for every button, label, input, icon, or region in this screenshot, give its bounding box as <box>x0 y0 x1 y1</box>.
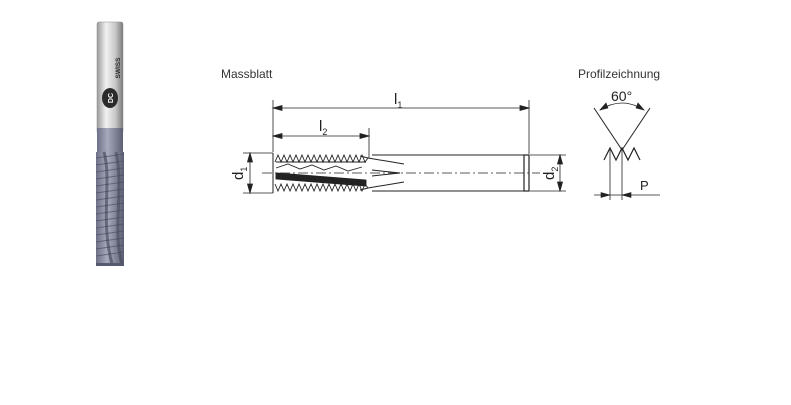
l2-label: l2 <box>319 118 327 137</box>
pitch-label: P <box>640 178 649 193</box>
profile-drawing <box>593 102 660 200</box>
product-photo: DC SWISS <box>95 21 125 266</box>
dimension-l2 <box>271 128 371 158</box>
thread-teeth-lower <box>274 172 369 193</box>
dimension-d2 <box>530 153 566 193</box>
d1-label: d1 <box>230 167 249 180</box>
angle-label: 60° <box>611 88 632 104</box>
svg-text:SWISS: SWISS <box>115 57 122 79</box>
thread-teeth-upper <box>274 153 369 172</box>
dc-swiss-logo: DC SWISS <box>102 57 122 108</box>
dimension-l1 <box>271 100 531 154</box>
massblatt-label: Massblatt <box>221 67 273 81</box>
dimension-d1 <box>243 151 273 195</box>
svg-text:DC: DC <box>108 93 115 103</box>
d2-label: d2 <box>541 167 560 180</box>
l1-label: l1 <box>394 91 402 110</box>
profilzeichnung-label: Profilzeichnung <box>578 67 661 81</box>
